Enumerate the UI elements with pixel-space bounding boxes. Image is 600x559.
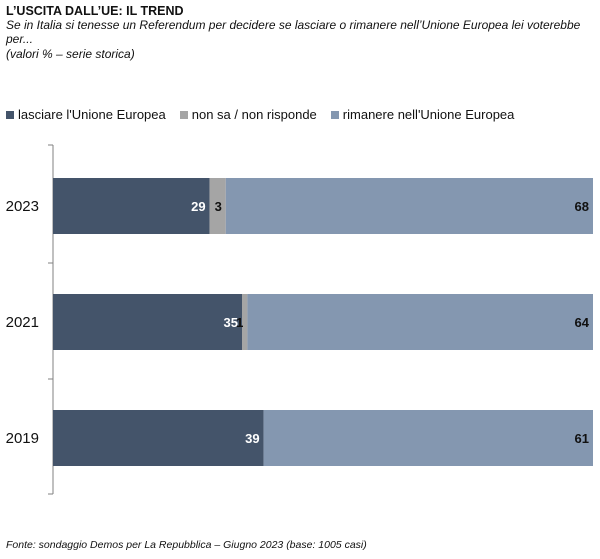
- category-label-2023: 2023: [6, 198, 39, 215]
- data-label-2023-s0: 29: [191, 199, 205, 214]
- legend-item-lasciare: lasciare l'Unione Europea: [6, 107, 166, 122]
- bar-segment-2023-s0: [53, 178, 210, 234]
- chart-subtitle: Se in Italia si tenesse un Referendum pe…: [6, 18, 581, 46]
- legend-swatch-non-sa: [179, 110, 188, 119]
- data-label-2021-s0: 35: [224, 315, 238, 330]
- legend-swatch-lasciare: [6, 110, 14, 119]
- bar-segment-2021-s2: [247, 294, 593, 350]
- data-label-2021-s2: 64: [575, 315, 590, 330]
- bar-segment-2021-s0: [53, 294, 242, 350]
- bar-segment-2023-s1: [209, 178, 226, 234]
- bar-segment-2019-s2: [263, 410, 593, 466]
- data-label-2023-s1: 3: [215, 199, 222, 214]
- data-label-2019-s0: 39: [245, 431, 259, 446]
- category-label-2021: 2021: [6, 314, 39, 331]
- source-note: Fonte: sondaggio Demos per La Repubblica…: [6, 539, 367, 551]
- chart-legend: lasciare l'Unione Europea non sa / non r…: [6, 107, 528, 122]
- bar-segment-2019-s0: [53, 410, 264, 466]
- legend-label-rimanere: rimanere nell'Unione Europea: [342, 107, 515, 122]
- category-label-2019: 2019: [6, 430, 39, 447]
- legend-swatch-rimanere: [330, 110, 339, 119]
- chart-title: L’USCITA DALL’UE: IL TREND: [6, 4, 184, 18]
- data-label-2023-s2: 68: [575, 199, 589, 214]
- legend-label-lasciare: lasciare l'Unione Europea: [18, 107, 166, 122]
- bar-segment-2021-s1: [242, 294, 248, 350]
- legend-label-non-sa: non sa / non risponde: [191, 107, 317, 122]
- data-label-2019-s2: 61: [575, 431, 589, 446]
- data-label-2021-s1: 1: [236, 315, 243, 330]
- legend-item-non-sa: non sa / non risponde: [179, 107, 317, 122]
- bar-segment-2023-s2: [225, 178, 594, 234]
- legend-item-rimanere: rimanere nell'Unione Europea: [330, 107, 515, 122]
- chart-note: (valori % – serie storica): [6, 47, 135, 61]
